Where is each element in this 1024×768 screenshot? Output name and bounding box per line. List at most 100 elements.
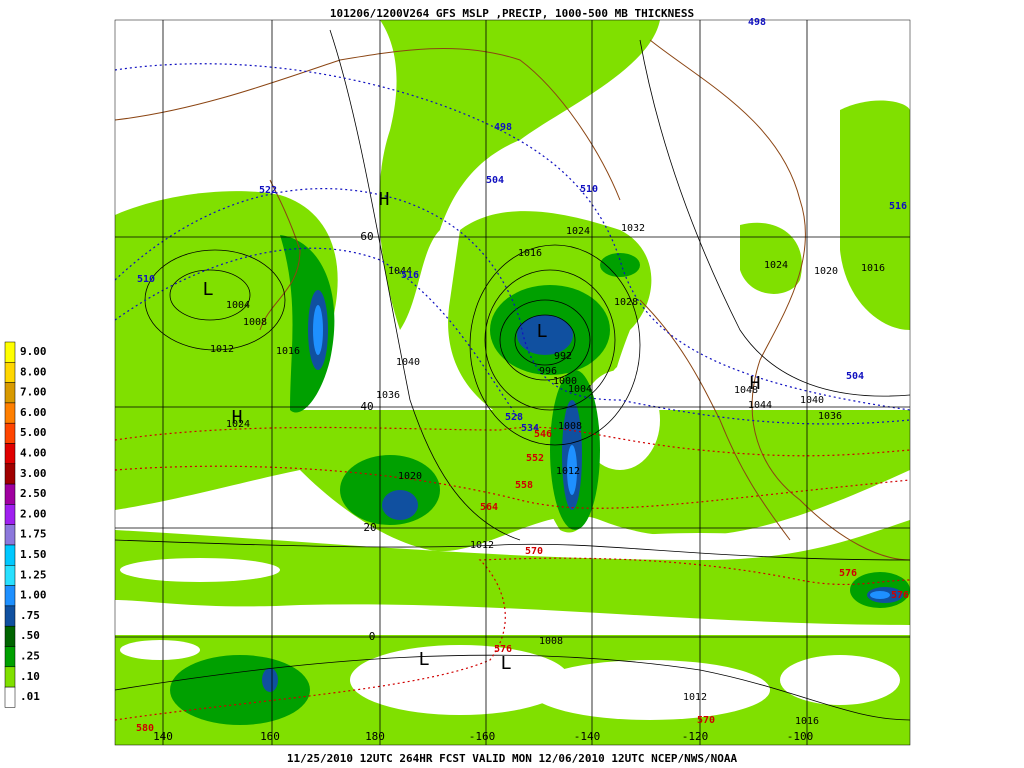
legend-label: 1.25	[20, 568, 47, 581]
lat-label: 0	[369, 630, 376, 643]
isobar-label: 1024	[566, 226, 590, 237]
blue-label: 504	[486, 175, 504, 186]
isobar-label: 1036	[818, 411, 842, 422]
red-label: 576	[891, 590, 909, 601]
legend-swatch	[4, 544, 16, 566]
blue-label: 528	[505, 412, 523, 423]
pressure-center: L	[203, 279, 214, 300]
lat-label: 60	[360, 230, 373, 243]
map-title: 101206/1200V264 GFS MSLP ,PRECIP, 1000-5…	[330, 7, 694, 20]
legend-swatch	[4, 565, 16, 586]
red-label: 570	[697, 715, 715, 726]
legend-label: 6.00	[20, 406, 47, 419]
red-label: 576	[839, 568, 857, 579]
legend-label: .25	[20, 650, 40, 663]
isobar-label: 1012	[210, 344, 234, 355]
blue-label: 534	[521, 423, 539, 434]
blue-label: 510	[137, 274, 155, 285]
thickness-red	[115, 426, 910, 721]
precip-light	[115, 20, 910, 745]
blue-label: 510	[580, 184, 598, 195]
blue-label: 516	[401, 270, 419, 281]
legend-swatch	[4, 585, 16, 607]
legend-swatch	[4, 605, 16, 627]
red-label: 546	[534, 429, 552, 440]
map-labels: 60 40 20 0 140 160 180 -160 -140 -120 -100 1004 1008…	[136, 17, 909, 743]
isobar-label: 1040	[396, 357, 420, 368]
isobar-label: 1008	[558, 421, 582, 432]
pressure-center: H	[750, 373, 761, 394]
pressure-center: H	[379, 189, 390, 210]
isobar-label: 996	[539, 366, 557, 377]
isobar-label: 1004	[226, 300, 250, 311]
lon-label: -120	[682, 730, 709, 743]
isobar-label: 1008	[243, 317, 267, 328]
red-label: 580	[136, 723, 154, 734]
isobar-label: 1004	[568, 384, 592, 395]
isobar-label: 1012	[470, 540, 494, 551]
isobar-label: 1016	[276, 346, 300, 357]
isobar-label: 1016	[518, 248, 542, 259]
legend-swatch	[4, 666, 16, 688]
lon-label: -160	[469, 730, 496, 743]
legend-label: 2.50	[20, 487, 47, 500]
legend-swatch	[4, 646, 16, 668]
legend-swatch	[4, 483, 16, 505]
legend-label: .75	[20, 609, 40, 622]
legend-label: .10	[20, 670, 40, 683]
map-area	[115, 20, 910, 745]
isobar-label: 1012	[683, 692, 707, 703]
pressure-center: L	[501, 653, 512, 674]
red-label: 570	[525, 546, 543, 557]
legend-label: 9.00	[20, 345, 47, 358]
legend: 9.00 8.00 7.00 6.00 5.00 4.00 3.00 2.50 2.00 1.75…	[4, 341, 47, 708]
legend-label: .01	[20, 690, 40, 703]
pressure-center: L	[419, 649, 430, 670]
legend-swatch	[4, 402, 16, 424]
legend-swatch	[4, 463, 16, 485]
legend-swatch	[4, 625, 16, 647]
red-label: 558	[515, 480, 533, 491]
blue-label: 522	[259, 185, 277, 196]
red-label: 564	[480, 502, 498, 513]
legend-label: 1.00	[20, 589, 47, 602]
isobar-label: 1020	[814, 266, 838, 277]
precip-holes	[120, 350, 900, 720]
isobar-label: 1036	[376, 390, 400, 401]
legend-label: .50	[20, 629, 40, 642]
isobar-label: 1044	[748, 400, 772, 411]
isobar-label: 1016	[795, 716, 819, 727]
blue-label: 504	[846, 371, 864, 382]
isobar-label: 1040	[800, 395, 824, 406]
legend-swatch	[4, 341, 16, 363]
blue-label: 498	[748, 17, 766, 28]
isobar-label: 1048	[734, 385, 758, 396]
legend-label: 5.00	[20, 426, 47, 439]
precip-core	[313, 305, 890, 599]
lat-lon-grid	[115, 20, 910, 745]
isobar-label: 1012	[556, 466, 580, 477]
map-caption: 11/25/2010 12UTC 264HR FCST VALID MON 12…	[287, 752, 738, 765]
lon-label: 140	[153, 730, 173, 743]
isobar-label: 1008	[539, 636, 563, 647]
blue-label: 498	[494, 122, 512, 133]
isobar-label: 1016	[861, 263, 885, 274]
red-label: 576	[494, 644, 512, 655]
legend-label: 3.00	[20, 467, 47, 480]
isobar-label: 1024	[226, 419, 250, 430]
isobar-label: 1028	[614, 297, 638, 308]
lon-label: 180	[365, 730, 385, 743]
isobar-label: 1000	[553, 376, 577, 387]
legend-swatch	[4, 362, 16, 383]
isobar-label: 992	[554, 351, 572, 362]
lat-label: 40	[360, 400, 373, 413]
red-label: 552	[526, 453, 544, 464]
lon-label: -100	[787, 730, 814, 743]
isobar-label: 1032	[621, 223, 645, 234]
legend-swatch	[4, 686, 16, 708]
legend-label: 7.00	[20, 386, 47, 399]
legend-swatch	[4, 422, 16, 444]
isobar-label: 1044	[388, 266, 412, 277]
isobars	[115, 29, 910, 721]
